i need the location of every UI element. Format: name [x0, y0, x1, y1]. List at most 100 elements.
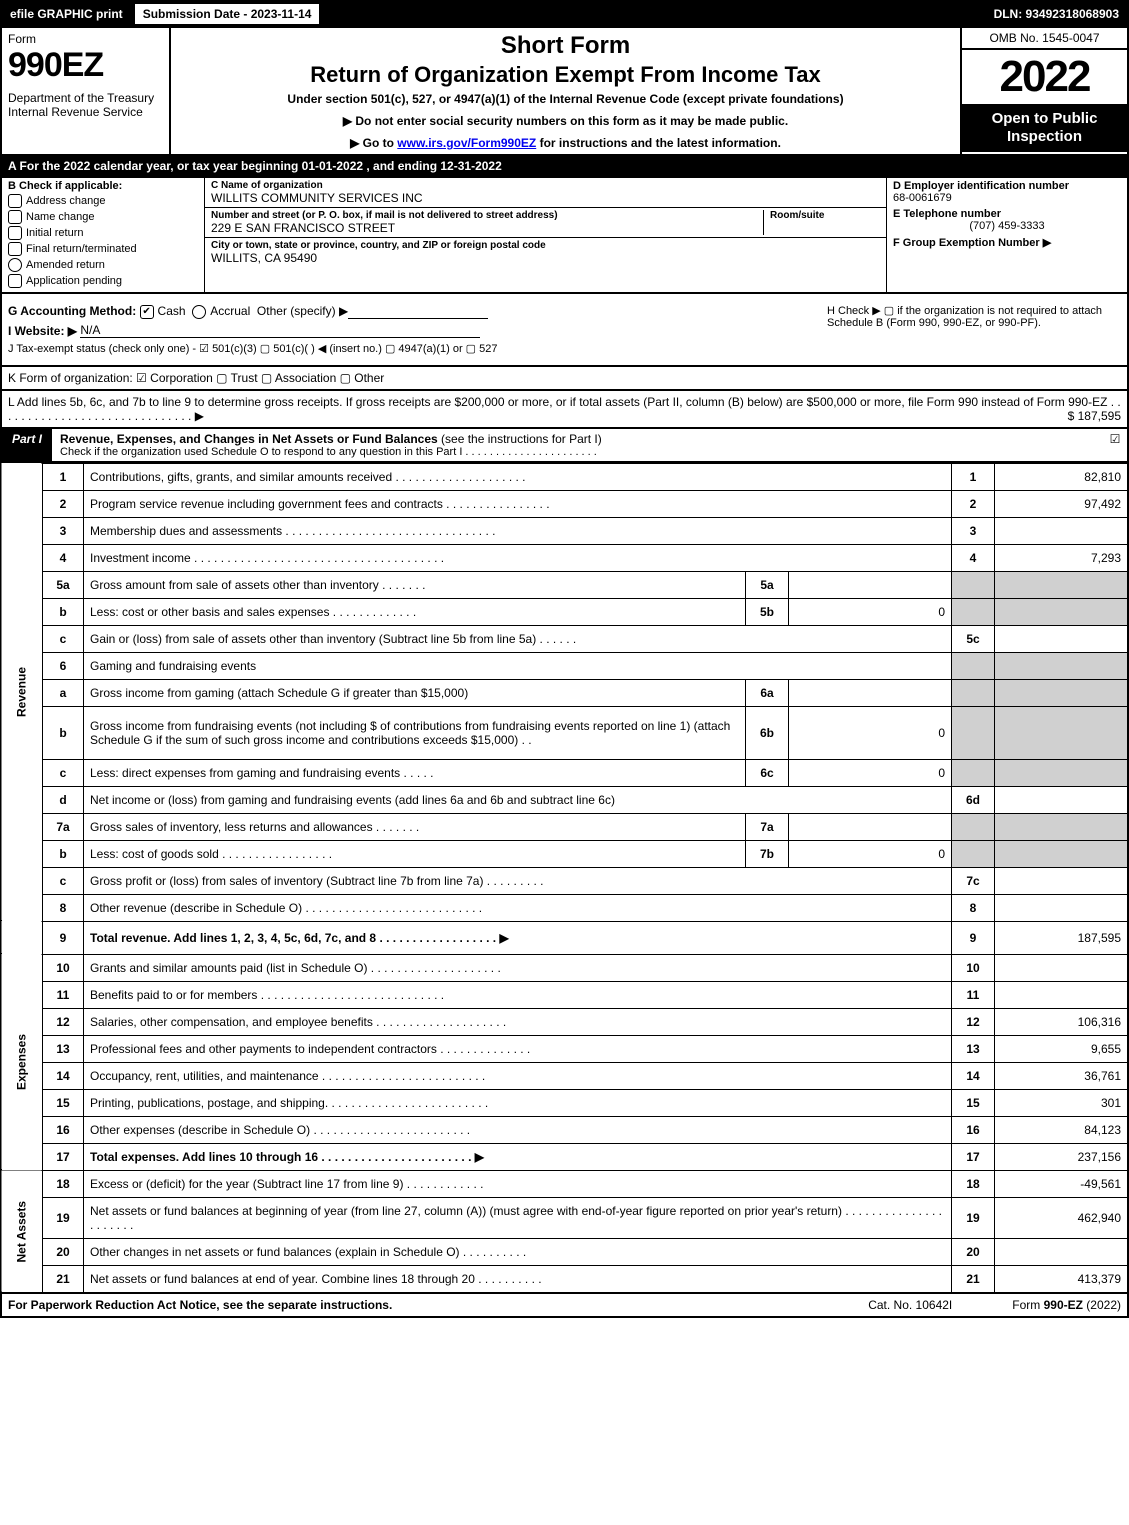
chk-amended-return[interactable]: Amended return	[8, 258, 198, 272]
top-bar: efile GRAPHIC print Submission Date - 20…	[0, 0, 1129, 28]
header-right: OMB No. 1545-0047 2022 Open to Public In…	[960, 28, 1127, 154]
table-row: 13 Professional fees and other payments …	[1, 1035, 1128, 1062]
line-j: J Tax-exempt status (check only one) - ☑…	[8, 342, 1121, 355]
org-city: WILLITS, CA 95490	[211, 251, 880, 265]
line-desc: Contributions, gifts, grants, and simila…	[84, 463, 952, 490]
part-i-table: Revenue 1 Contributions, gifts, grants, …	[0, 463, 1129, 1294]
department: Department of the Treasury Internal Reve…	[8, 91, 163, 120]
note-1: ▶ Do not enter social security numbers o…	[179, 114, 952, 128]
table-row: 21 Net assets or fund balances at end of…	[1, 1265, 1128, 1293]
section-def: D Employer identification number 68-0061…	[886, 178, 1127, 292]
org-street: 229 E SAN FRANCISCO STREET	[211, 221, 763, 235]
result-val: 82,810	[995, 463, 1129, 490]
chk-final-return[interactable]: Final return/terminated	[8, 242, 198, 256]
table-row: Net Assets 18 Excess or (deficit) for th…	[1, 1170, 1128, 1197]
ein: 68-0061679	[893, 192, 1121, 204]
irs-link[interactable]: www.irs.gov/Form990EZ	[397, 136, 536, 150]
label-addr: Number and street (or P. O. box, if mail…	[211, 210, 763, 221]
table-row: 4 Investment income . . . . . . . . . . …	[1, 544, 1128, 571]
table-row: c Gross profit or (loss) from sales of i…	[1, 867, 1128, 894]
checkbox-icon	[8, 210, 22, 224]
expenses-side-label: Expenses	[1, 954, 43, 1170]
section-ghij: G Accounting Method: ✔Cash Accrual Other…	[0, 294, 1129, 367]
org-name-row: C Name of organization WILLITS COMMUNITY…	[205, 178, 886, 208]
part-checkbox[interactable]: ☑	[1103, 429, 1127, 461]
note-2-post: for instructions and the latest informat…	[536, 136, 781, 150]
section-b-header: B Check if applicable:	[8, 180, 198, 192]
open-to-public: Open to Public Inspection	[962, 104, 1127, 152]
table-row: b Less: cost or other basis and sales ex…	[1, 598, 1128, 625]
line-l-amount: $ 187,595	[1068, 409, 1121, 423]
checkbox-icon	[8, 242, 22, 256]
section-b-c-def: B Check if applicable: Address change Na…	[0, 178, 1129, 294]
line-a: A For the 2022 calendar year, or tax yea…	[0, 156, 1129, 178]
chk-address-change[interactable]: Address change	[8, 194, 198, 208]
g-label: G Accounting Method:	[8, 304, 136, 318]
g-accrual: Accrual	[210, 304, 250, 318]
i-label: I Website: ▶	[8, 324, 77, 338]
table-row: 19 Net assets or fund balances at beginn…	[1, 1197, 1128, 1238]
checkbox-icon	[8, 194, 22, 208]
table-row: 17 Total expenses. Add lines 10 through …	[1, 1143, 1128, 1170]
section-b: B Check if applicable: Address change Na…	[2, 178, 205, 292]
table-row: 8 Other revenue (describe in Schedule O)…	[1, 894, 1128, 921]
e-row: E Telephone number (707) 459-3333	[887, 206, 1127, 234]
footer-left: For Paperwork Reduction Act Notice, see …	[8, 1298, 808, 1312]
chk-application-pending[interactable]: Application pending	[8, 274, 198, 288]
checkbox-icon[interactable]	[192, 305, 206, 319]
short-form-title: Short Form	[179, 32, 952, 60]
table-row: 5a Gross amount from sale of assets othe…	[1, 571, 1128, 598]
telephone: (707) 459-3333	[893, 220, 1121, 232]
line-l-text: L Add lines 5b, 6c, and 7b to line 9 to …	[8, 395, 1121, 423]
table-row: 3 Membership dues and assessments . . . …	[1, 517, 1128, 544]
form-word: Form	[8, 32, 163, 46]
e-label: E Telephone number	[893, 208, 1121, 220]
line-num: 1	[43, 463, 84, 490]
checkbox-icon	[8, 274, 22, 288]
table-row: 15 Printing, publications, postage, and …	[1, 1089, 1128, 1116]
f-label: F Group Exemption Number ▶	[893, 236, 1121, 249]
line-l: L Add lines 5b, 6c, and 7b to line 9 to …	[0, 391, 1129, 429]
d-label: D Employer identification number	[893, 180, 1121, 192]
website-value: N/A	[80, 323, 480, 338]
chk-initial-return[interactable]: Initial return	[8, 226, 198, 240]
g-other: Other (specify) ▶	[257, 304, 348, 318]
revenue-side-label: Revenue	[1, 463, 43, 921]
table-row: 7a Gross sales of inventory, less return…	[1, 813, 1128, 840]
footer-right: Form 990-EZ (2022)	[1012, 1298, 1121, 1312]
part-title: Revenue, Expenses, and Changes in Net As…	[52, 429, 1103, 461]
g-other-input[interactable]	[348, 318, 488, 319]
table-row: 6 Gaming and fundraising events	[1, 652, 1128, 679]
part-check-line: Check if the organization used Schedule …	[60, 446, 1095, 458]
part-title-sub: (see the instructions for Part I)	[441, 432, 602, 446]
checkbox-icon	[8, 258, 22, 272]
line-k: K Form of organization: ☑ Corporation ▢ …	[0, 367, 1129, 391]
footer-center: Cat. No. 10642I	[868, 1298, 952, 1312]
table-row: 14 Occupancy, rent, utilities, and maint…	[1, 1062, 1128, 1089]
note-2-pre: ▶ Go to	[350, 136, 397, 150]
table-row: Revenue 1 Contributions, gifts, grants, …	[1, 463, 1128, 490]
label-org-name: C Name of organization	[211, 180, 880, 191]
f-row: F Group Exemption Number ▶	[887, 234, 1127, 251]
table-row: 11 Benefits paid to or for members . . .…	[1, 981, 1128, 1008]
table-row: 9 Total revenue. Add lines 1, 2, 3, 4, 5…	[1, 921, 1128, 954]
chk-name-change[interactable]: Name change	[8, 210, 198, 224]
result-num: 1	[952, 463, 995, 490]
part-title-text: Revenue, Expenses, and Changes in Net As…	[60, 432, 438, 446]
table-row: c Less: direct expenses from gaming and …	[1, 759, 1128, 786]
table-row: b Gross income from fundraising events (…	[1, 706, 1128, 759]
checkbox-icon	[8, 226, 22, 240]
header-left: Form 990EZ Department of the Treasury In…	[2, 28, 171, 154]
page-footer: For Paperwork Reduction Act Notice, see …	[0, 1294, 1129, 1318]
submission-date: Submission Date - 2023-11-14	[133, 2, 322, 26]
header-center: Short Form Return of Organization Exempt…	[171, 28, 960, 154]
table-row: b Less: cost of goods sold . . . . . . .…	[1, 840, 1128, 867]
header: Form 990EZ Department of the Treasury In…	[0, 28, 1129, 156]
d-row: D Employer identification number 68-0061…	[887, 178, 1127, 206]
part-number: Part I	[2, 429, 52, 461]
table-row: Expenses 10 Grants and similar amounts p…	[1, 954, 1128, 981]
line-h: H Check ▶ ▢ if the organization is not r…	[823, 300, 1121, 333]
table-row: d Net income or (loss) from gaming and f…	[1, 786, 1128, 813]
note-2: ▶ Go to www.irs.gov/Form990EZ for instru…	[179, 136, 952, 150]
checkbox-icon[interactable]: ✔	[140, 305, 154, 319]
